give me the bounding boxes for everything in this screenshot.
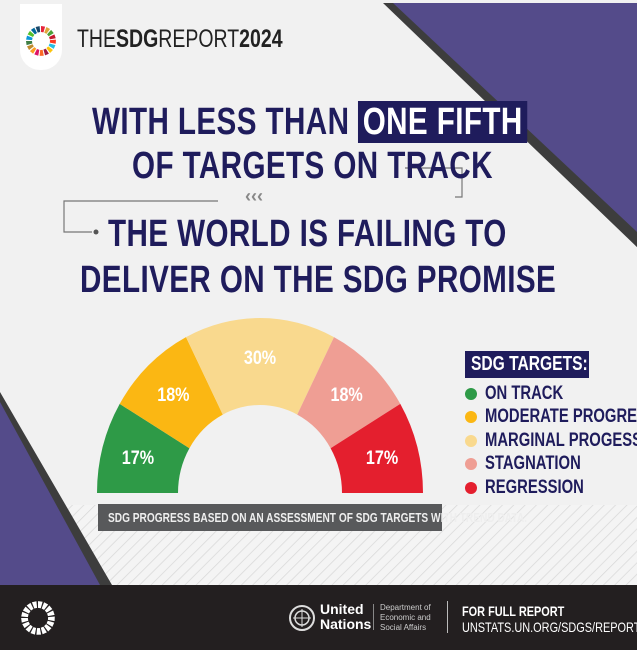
wheel-segment xyxy=(22,621,30,629)
wheel-segment xyxy=(49,34,56,40)
legend-dot-icon xyxy=(465,387,477,400)
headline-line-3: THE WORLD IS FAILING TO xyxy=(108,213,507,255)
slice-label: 17% xyxy=(122,447,155,469)
wheel-segment xyxy=(30,627,37,635)
un-wordmark: United Nations xyxy=(320,601,372,632)
legend-item: STAGNATION xyxy=(465,453,637,477)
wheel-segment xyxy=(43,48,49,56)
wheel-segment xyxy=(49,39,56,44)
desa-label: Department of Economic and Social Affairs xyxy=(380,603,431,632)
wheel-segment xyxy=(22,606,31,614)
legend-label: MODERATE PROGRESS xyxy=(485,406,637,428)
footer: United Nations Department of Economic and S… xyxy=(0,585,637,650)
wheel-segment xyxy=(47,610,55,617)
arrows-icon: ‹‹‹ xyxy=(245,186,263,206)
wheel-segment xyxy=(47,616,55,622)
legend-label: ON TRACK xyxy=(485,382,564,404)
legend-dot-icon xyxy=(465,481,477,494)
slice-stagnation xyxy=(297,337,401,449)
sdg-wheel-white-icon xyxy=(21,601,55,635)
brand-bold: SDG xyxy=(116,25,159,53)
headline-line-1: WITH LESS THAN ONE FIFTH xyxy=(92,101,637,144)
legend-dot-icon xyxy=(465,458,477,471)
legend-dot-icon xyxy=(465,411,477,424)
wheel-segment xyxy=(29,47,37,54)
legend-item: ON TRACK xyxy=(465,382,637,406)
headline-line-4: DELIVER ON THE SDG PROMISE xyxy=(80,259,557,301)
wheel-segment xyxy=(44,605,53,613)
wheel-segment xyxy=(48,43,56,49)
wheel-segment xyxy=(44,27,51,34)
wheel-segment xyxy=(36,627,42,635)
wheel-segment xyxy=(47,29,54,37)
legend-label: STAGNATION xyxy=(485,453,581,475)
brand-year: 2024 xyxy=(239,25,283,53)
slice-label: 30% xyxy=(244,347,277,369)
slice-label: 18% xyxy=(157,384,190,406)
wheel-segment xyxy=(46,46,53,53)
wheel-segment xyxy=(35,26,41,33)
sdg-wheel-logo-icon xyxy=(26,26,56,56)
headline-text: WITH LESS THAN xyxy=(92,101,350,143)
headline-line-2: OF TARGETS ON TRACK xyxy=(132,145,493,187)
wheel-segment xyxy=(38,601,43,609)
slice-marginal-progess xyxy=(185,318,335,415)
legend-item: MARGINAL PROGESS xyxy=(465,429,637,453)
slice-label: 18% xyxy=(330,384,363,406)
legend-item: MODERATE PROGRESS xyxy=(465,406,637,430)
wheel-segment xyxy=(31,601,38,609)
report-brand: THESDGREPORT2024 xyxy=(77,25,341,54)
wheel-segment xyxy=(27,30,35,37)
wheel-segment xyxy=(26,35,33,41)
wheel-segment xyxy=(26,602,34,611)
semi-donut-chart: 17% 18% 30% 18% 17% xyxy=(97,318,423,493)
wheel-segment xyxy=(21,618,29,623)
slice-regression xyxy=(330,403,423,493)
legend-title: SDG TARGETS: xyxy=(465,351,589,378)
wheel-segment xyxy=(27,44,34,51)
divider xyxy=(373,604,374,630)
wheel-segment xyxy=(21,611,29,618)
legend-item: REGRESSION xyxy=(465,476,637,500)
divider xyxy=(447,601,448,633)
wheel-segment xyxy=(44,624,52,632)
brand-mid: REPORT xyxy=(158,25,240,53)
chart-note: SDG PROGRESS BASED ON AN ASSESSMENT OF S… xyxy=(98,504,527,531)
wheel-segment xyxy=(46,620,55,627)
legend-dot-icon xyxy=(465,434,477,447)
report-link[interactable]: FOR FULL REPORT UNSTATS.UN.ORG/SDGS/REPOR… xyxy=(462,603,637,635)
wheel-segment xyxy=(41,602,49,610)
wheel-segment xyxy=(41,26,46,33)
wheel-segment xyxy=(39,49,44,56)
un-emblem-icon xyxy=(289,605,315,631)
legend-label: REGRESSION xyxy=(485,476,584,498)
wheel-segment xyxy=(34,49,40,56)
slice-on-track xyxy=(97,403,190,493)
slice-moderate-progress xyxy=(119,337,223,449)
brand-prefix: THE xyxy=(77,25,116,53)
wheel-segment xyxy=(30,27,37,35)
wheel-segment xyxy=(40,626,47,635)
legend-label: MARGINAL PROGESS xyxy=(485,429,637,451)
slice-label: 17% xyxy=(366,447,399,469)
wheel-segment xyxy=(26,41,33,46)
wheel-segment xyxy=(25,624,33,633)
headline-highlight: ONE FIFTH xyxy=(358,101,528,143)
